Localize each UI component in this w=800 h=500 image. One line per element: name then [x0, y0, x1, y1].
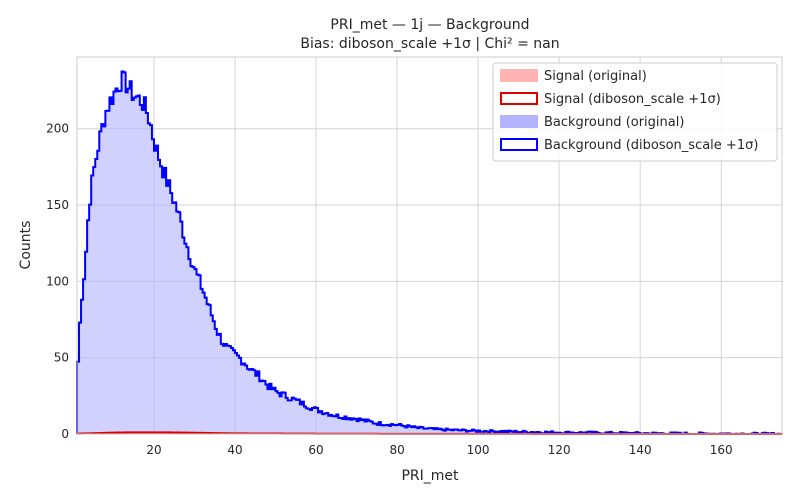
legend-label: Background (original)	[544, 115, 684, 130]
x-tick-label: 40	[227, 443, 242, 457]
axes-frame	[76, 56, 783, 435]
x-tick-label: 100	[467, 443, 490, 457]
y-tick-label: 150	[46, 198, 69, 212]
chart-title-line2: Bias: diboson_scale +1σ | Chi² = nan	[300, 36, 559, 52]
y-tick-labels: 0 50 100 150 200	[46, 122, 69, 441]
legend-swatch-3	[500, 138, 538, 151]
axes-spines	[76, 56, 783, 435]
legend-label: Signal (diboson_scale +1σ)	[544, 92, 721, 107]
x-axis-label: PRI_met	[401, 468, 459, 484]
x-tick-label: 120	[548, 443, 571, 457]
legend-label: Signal (original)	[544, 69, 647, 84]
legend-swatch-2	[500, 115, 538, 128]
legend-label: Background (diboson_scale +1σ)	[544, 138, 758, 153]
y-tick-label: 200	[46, 122, 69, 136]
y-tick-label: 50	[54, 351, 69, 365]
legend-swatch-1	[500, 92, 538, 105]
x-tick-label: 60	[308, 443, 323, 457]
x-tick-label: 160	[710, 443, 733, 457]
x-tick-label: 20	[146, 443, 161, 457]
legend-swatch-0	[500, 69, 538, 82]
legend: Signal (original) Signal (diboson_scale +…	[492, 62, 778, 162]
chart-title-line1: PRI_met — 1j — Background	[330, 17, 529, 33]
y-tick-label: 100	[46, 274, 69, 288]
y-tick-label: 0	[61, 427, 69, 441]
legend-box	[492, 62, 778, 162]
y-axis-label: Counts	[18, 221, 34, 270]
x-tick-label: 140	[629, 443, 652, 457]
x-tick-labels: 20 40 60 80 100 120 140 160	[146, 443, 732, 457]
x-tick-label: 80	[389, 443, 404, 457]
